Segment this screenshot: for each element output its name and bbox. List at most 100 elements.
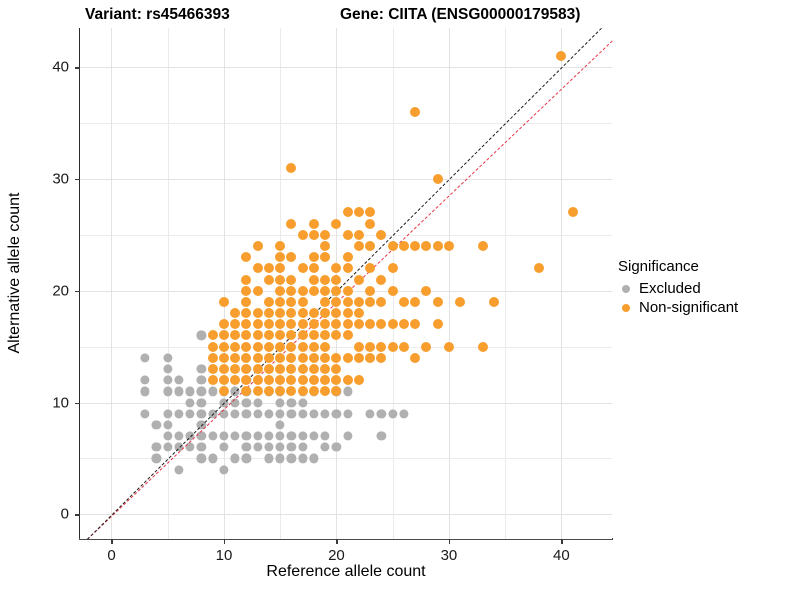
data-point-non-significant xyxy=(218,352,229,363)
gridline-horizontal-minor xyxy=(80,123,612,125)
data-point-excluded xyxy=(298,442,308,452)
data-point-excluded xyxy=(399,409,409,419)
x-axis-label: Reference allele count xyxy=(266,563,426,580)
data-point-non-significant xyxy=(398,341,409,352)
gridline-horizontal xyxy=(80,67,612,69)
data-point-excluded xyxy=(241,397,252,408)
data-point-non-significant xyxy=(376,274,387,285)
x-axis-tick-label: 0 xyxy=(107,547,116,564)
data-point-non-significant xyxy=(353,274,364,285)
x-axis-tick-label: 10 xyxy=(215,547,233,564)
data-point-non-significant xyxy=(275,285,286,296)
data-point-non-significant xyxy=(241,252,252,263)
data-point-non-significant xyxy=(342,352,353,363)
legend-item-excluded[interactable]: Excluded xyxy=(618,279,798,298)
data-point-excluded xyxy=(264,409,274,419)
gridline-horizontal xyxy=(80,178,612,180)
data-point-non-significant xyxy=(387,341,398,352)
data-point-non-significant xyxy=(252,319,263,330)
gridline-vertical-minor xyxy=(505,28,507,539)
data-point-excluded xyxy=(140,375,150,385)
legend-item-non-significant[interactable]: Non-significant xyxy=(618,298,798,317)
data-point-non-significant xyxy=(252,285,263,296)
data-point-non-significant xyxy=(252,308,263,319)
y-axis-tick xyxy=(75,514,80,516)
data-point-non-significant xyxy=(263,386,274,397)
data-point-excluded xyxy=(140,386,150,396)
data-point-excluded xyxy=(151,453,162,464)
data-point-excluded xyxy=(241,409,252,419)
data-point-non-significant xyxy=(308,364,319,375)
data-point-excluded xyxy=(230,409,240,419)
data-point-excluded xyxy=(320,409,330,419)
data-point-non-significant xyxy=(331,364,342,375)
data-point-non-significant xyxy=(320,285,331,296)
data-point-non-significant xyxy=(286,352,297,363)
y-axis-tick-label: 0 xyxy=(60,505,69,523)
circle-icon-excluded xyxy=(622,284,630,293)
legend-label-non-significant: Non-significant xyxy=(639,299,739,316)
data-point-non-significant xyxy=(432,173,443,184)
data-point-non-significant xyxy=(207,352,218,363)
data-point-non-significant xyxy=(308,352,319,363)
data-point-non-significant xyxy=(331,296,342,307)
data-point-excluded xyxy=(163,353,173,363)
data-point-non-significant xyxy=(320,308,331,319)
data-point-excluded xyxy=(275,453,285,464)
data-point-excluded xyxy=(376,431,387,441)
data-point-non-significant xyxy=(410,352,421,363)
reference-line-identity xyxy=(86,28,602,540)
data-point-excluded xyxy=(376,409,387,419)
circle-icon-non-significant xyxy=(622,303,630,312)
data-point-non-significant xyxy=(263,364,274,375)
data-point-non-significant xyxy=(308,330,319,341)
data-point-non-significant xyxy=(331,308,342,319)
data-point-non-significant xyxy=(376,341,387,352)
data-point-non-significant xyxy=(376,229,387,240)
data-point-excluded xyxy=(264,431,274,441)
data-point-non-significant xyxy=(286,308,297,319)
data-point-excluded xyxy=(208,431,218,441)
data-point-non-significant xyxy=(365,263,376,274)
data-point-non-significant xyxy=(252,352,263,363)
y-axis-tick-label: 20 xyxy=(52,282,69,300)
data-point-excluded xyxy=(163,431,173,441)
data-point-non-significant xyxy=(342,319,353,330)
gridline-vertical xyxy=(111,28,113,539)
data-point-non-significant xyxy=(241,386,252,397)
data-point-excluded xyxy=(174,409,184,419)
data-point-excluded xyxy=(185,442,195,452)
data-point-non-significant xyxy=(331,330,342,341)
data-point-excluded xyxy=(275,442,285,452)
data-point-non-significant xyxy=(320,241,331,252)
variant-title: Variant: rs45466393 xyxy=(85,6,230,23)
data-point-non-significant xyxy=(320,375,331,386)
plot-panel xyxy=(80,28,613,540)
data-point-excluded xyxy=(253,431,263,441)
data-point-non-significant xyxy=(331,386,342,397)
gridline-horizontal-minor xyxy=(80,346,612,348)
data-point-non-significant xyxy=(308,252,319,263)
data-point-excluded xyxy=(286,453,297,464)
data-point-non-significant xyxy=(432,319,443,330)
data-point-non-significant xyxy=(218,330,229,341)
data-point-non-significant xyxy=(308,274,319,285)
data-point-non-significant xyxy=(331,352,342,363)
data-point-excluded xyxy=(264,442,274,452)
data-point-non-significant xyxy=(241,308,252,319)
data-point-non-significant xyxy=(410,319,421,330)
data-point-non-significant xyxy=(252,241,263,252)
data-point-non-significant xyxy=(308,386,319,397)
data-point-excluded xyxy=(174,386,184,396)
data-point-non-significant xyxy=(308,375,319,386)
data-point-non-significant xyxy=(286,274,297,285)
x-axis-tick xyxy=(448,539,451,544)
data-point-non-significant xyxy=(320,364,331,375)
data-point-non-significant xyxy=(342,252,353,263)
data-point-excluded xyxy=(253,409,263,419)
gridline-vertical xyxy=(448,28,450,539)
data-point-non-significant xyxy=(320,386,331,397)
data-point-excluded xyxy=(309,453,319,464)
legend-title: Significance xyxy=(618,258,699,275)
data-point-non-significant xyxy=(286,386,297,397)
